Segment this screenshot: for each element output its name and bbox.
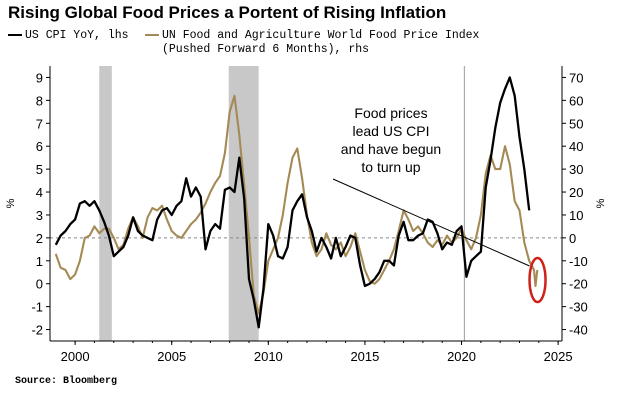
left-tick-label: 2 [36,231,43,246]
right-tick-label: 30 [569,162,583,177]
left-tick-label: 0 [36,277,43,292]
left-tick-label: 9 [36,70,43,85]
source-note: Source: Bloomberg [15,376,118,387]
left-tick-label: -1 [31,300,43,315]
legend-food: UN Food and Agriculture World Food Price… [145,29,542,57]
axes: 9876543210-1-2706050403020100-10-20-30-4… [5,66,607,364]
x-tick-label: 2025 [544,349,573,364]
legend-cpi-swatch [8,33,22,36]
right-axis-unit: % [595,198,607,208]
legend-cpi-label: US CPI YoY, lhs [25,29,129,42]
right-tick-label: 40 [569,139,583,154]
annotation-text: Food prices [354,105,427,121]
right-tick-label: 0 [569,231,576,246]
left-axis-unit: % [5,198,17,208]
right-tick-label: -20 [569,277,588,292]
cpi-series-line [54,76,531,329]
left-tick-label: 8 [36,93,43,108]
left-tick-label: 1 [36,254,43,269]
left-tick-label: -2 [31,323,43,338]
left-tick-label: 4 [36,185,43,200]
annotation-text: and have begun [341,141,441,157]
recession-band [99,66,112,341]
legend-food-swatch [145,33,159,36]
annotation-text: to turn up [361,159,420,175]
left-tick-label: 6 [36,139,43,154]
left-tick-label: 3 [36,208,43,223]
legend-cpi: US CPI YoY, lhs [8,29,129,43]
right-tick-label: 10 [569,208,583,223]
legend-food-label: UN Food and Agriculture World Food Price… [162,29,480,56]
x-tick-label: 2000 [61,349,90,364]
x-tick-label: 2010 [254,349,283,364]
right-tick-label: -30 [569,300,588,315]
right-tick-label: 60 [569,93,583,108]
x-tick-label: 2020 [447,349,476,364]
chart-title: Rising Global Food Prices a Portent of R… [8,3,447,22]
right-tick-label: 20 [569,185,583,200]
right-tick-label: 70 [569,70,583,85]
right-tick-label: -10 [569,254,588,269]
annotation-text: lead US CPI [352,123,429,139]
right-tick-label: 50 [569,116,583,131]
series-lines [54,76,539,329]
left-tick-label: 5 [36,162,43,177]
annotation: Food prices lead US CPI and have begun to t… [332,105,547,304]
x-tick-label: 2005 [157,349,186,364]
x-tick-label: 2015 [350,349,379,364]
right-tick-label: -40 [569,323,588,338]
left-tick-label: 7 [36,116,43,131]
highlight-circle [528,256,547,304]
annotation-arrow [332,178,530,267]
